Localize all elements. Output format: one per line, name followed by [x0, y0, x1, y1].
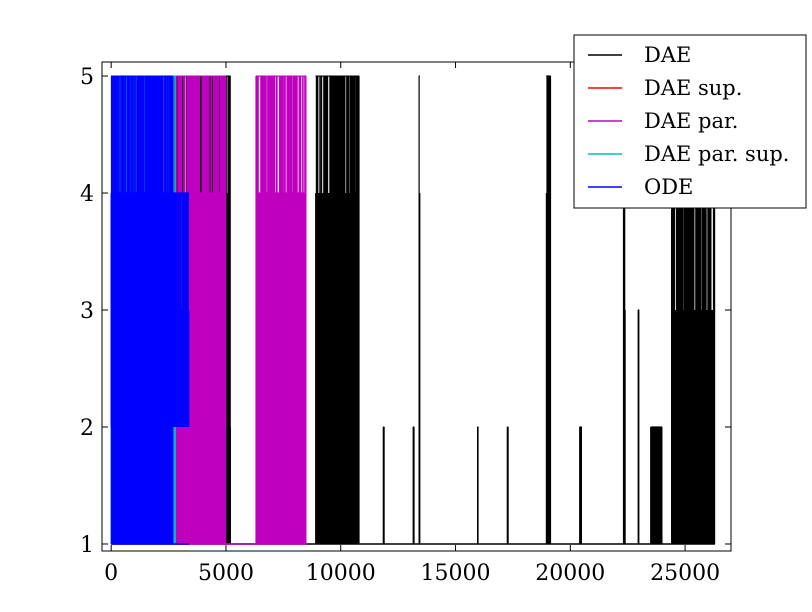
series-spikes [545, 76, 552, 544]
x-tick-label: 5000 [198, 561, 254, 586]
legend-label: DAE par. sup. [644, 142, 789, 166]
axis-ticks: 0 5000 10000 15000 20000 25000 1 2 3 4 5 [80, 62, 731, 586]
legend-label: DAE [644, 43, 691, 67]
series-spikes [579, 427, 582, 544]
series-spikes [331, 193, 342, 427]
plot-area [110, 75, 716, 545]
y-tick-label: 4 [80, 182, 94, 207]
series-ode [110, 75, 190, 545]
y-tick-label: 2 [80, 416, 94, 441]
series-spikes [650, 427, 663, 544]
x-tick-label: 0 [104, 561, 118, 586]
y-tick-label: 3 [80, 299, 94, 324]
legend-label: DAE sup. [644, 76, 742, 100]
axes-frame [101, 61, 732, 552]
legend-label: DAE par. [644, 109, 738, 133]
x-tick-label: 20000 [535, 561, 605, 586]
series-spikes [622, 193, 626, 544]
series-spikes [110, 193, 190, 427]
series-spikes [382, 427, 385, 544]
series-spikes [349, 193, 360, 427]
series-spikes [412, 427, 415, 544]
series-spikes [418, 76, 421, 544]
legend: DAE DAE sup. DAE par. DAE par. sup. ODE [573, 34, 807, 209]
series-spikes [637, 310, 640, 544]
legend-label: ODE [644, 175, 693, 199]
x-tick-label: 15000 [421, 561, 491, 586]
series-spikes [506, 427, 509, 544]
series-spikes [255, 193, 305, 427]
y-tick-label: 1 [80, 533, 94, 558]
y-tick-label: 5 [80, 65, 94, 90]
series-spikes [188, 193, 227, 427]
series-spikes [225, 427, 231, 544]
x-tick-label: 25000 [650, 561, 720, 586]
x-tick-label: 10000 [306, 561, 376, 586]
series-spikes [671, 193, 716, 544]
